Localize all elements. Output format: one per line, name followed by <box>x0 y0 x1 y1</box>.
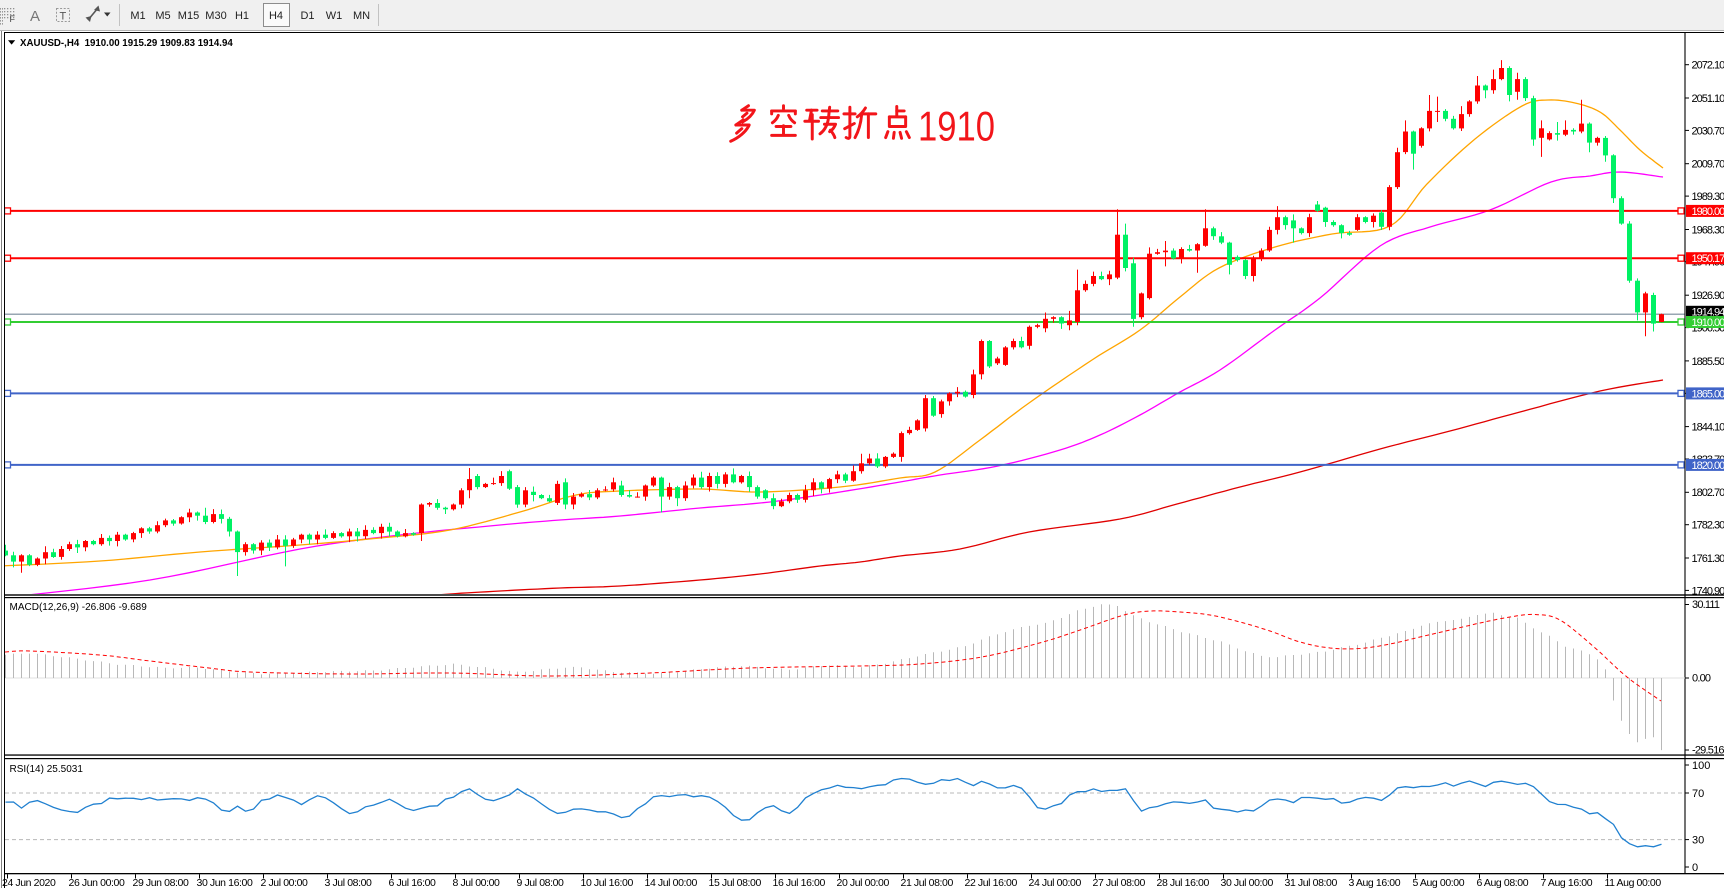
svg-text:28 Jul 16:00: 28 Jul 16:00 <box>1157 877 1210 888</box>
svg-text:H4: H4 <box>269 10 283 22</box>
svg-text:31 Jul 08:00: 31 Jul 08:00 <box>1285 877 1338 888</box>
svg-text:M1: M1 <box>130 10 145 22</box>
svg-text:1844.10: 1844.10 <box>1692 422 1724 434</box>
svg-text:1926.90: 1926.90 <box>1692 290 1724 302</box>
svg-text:3 Jul 08:00: 3 Jul 08:00 <box>325 877 373 888</box>
svg-text:M5: M5 <box>155 10 170 22</box>
svg-text:XAUUSD-,H4 1910.00 1915.29 19: XAUUSD-,H4 1910.00 1915.29 1909.83 1914.… <box>20 38 233 49</box>
svg-text:9 Jul 08:00: 9 Jul 08:00 <box>517 877 565 888</box>
svg-text:15 Jul 08:00: 15 Jul 08:00 <box>709 877 762 888</box>
svg-text:24 Jul 00:00: 24 Jul 00:00 <box>1029 877 1082 888</box>
svg-text:1989.30: 1989.30 <box>1692 191 1724 203</box>
svg-text:1740.90: 1740.90 <box>1692 585 1724 597</box>
svg-text:M30: M30 <box>205 10 226 22</box>
svg-text:1885.50: 1885.50 <box>1692 356 1724 368</box>
svg-text:30: 30 <box>1692 835 1704 847</box>
svg-text:7 Aug 16:00: 7 Aug 16:00 <box>1541 877 1593 888</box>
svg-text:30.111: 30.111 <box>1692 599 1720 611</box>
svg-text:2030.70: 2030.70 <box>1692 125 1724 137</box>
svg-text:29 Jun 08:00: 29 Jun 08:00 <box>133 877 189 888</box>
svg-text:27 Jul 08:00: 27 Jul 08:00 <box>1093 877 1146 888</box>
svg-text:21 Jul 08:00: 21 Jul 08:00 <box>901 877 954 888</box>
svg-text:H1: H1 <box>235 10 249 22</box>
svg-text:W1: W1 <box>326 10 343 22</box>
svg-text:16 Jul 16:00: 16 Jul 16:00 <box>773 877 826 888</box>
svg-text:6 Aug 08:00: 6 Aug 08:00 <box>1477 877 1529 888</box>
svg-text:1950.17: 1950.17 <box>1692 253 1724 265</box>
svg-text:30 Jul 00:00: 30 Jul 00:00 <box>1221 877 1274 888</box>
svg-text:6 Jul 16:00: 6 Jul 16:00 <box>389 877 437 888</box>
svg-text:70: 70 <box>1692 788 1704 800</box>
svg-text:1914.94: 1914.94 <box>1692 307 1724 319</box>
svg-text:10 Jul 16:00: 10 Jul 16:00 <box>581 877 634 888</box>
svg-text:5 Aug 00:00: 5 Aug 00:00 <box>1413 877 1465 888</box>
svg-text:0.00: 0.00 <box>1692 673 1711 685</box>
svg-text:1761.30: 1761.30 <box>1692 553 1724 565</box>
svg-text:MACD(12,26,9) -26.806 -9.689: MACD(12,26,9) -26.806 -9.689 <box>10 602 148 613</box>
svg-text:8 Jul 00:00: 8 Jul 00:00 <box>453 877 501 888</box>
svg-text:M15: M15 <box>178 10 199 22</box>
svg-text:20 Jul 00:00: 20 Jul 00:00 <box>837 877 890 888</box>
svg-text:2072.10: 2072.10 <box>1692 60 1724 72</box>
svg-text:1910: 1910 <box>918 103 995 150</box>
svg-text:2 Jul 00:00: 2 Jul 00:00 <box>261 877 309 888</box>
svg-text:100: 100 <box>1692 760 1710 772</box>
svg-text:RSI(14) 25.5031: RSI(14) 25.5031 <box>10 764 84 775</box>
svg-text:14 Jul 00:00: 14 Jul 00:00 <box>645 877 698 888</box>
svg-text:MN: MN <box>353 10 370 22</box>
svg-text:1802.70: 1802.70 <box>1692 487 1724 499</box>
svg-text:1910.00: 1910.00 <box>1692 317 1724 329</box>
svg-text:-29.516: -29.516 <box>1692 745 1724 757</box>
svg-text:26 Jun 00:00: 26 Jun 00:00 <box>69 877 125 888</box>
svg-text:1865.00: 1865.00 <box>1692 388 1724 400</box>
svg-text:1782.30: 1782.30 <box>1692 520 1724 532</box>
svg-text:3 Aug 16:00: 3 Aug 16:00 <box>1349 877 1401 888</box>
svg-text:F: F <box>10 14 16 24</box>
svg-text:A: A <box>30 8 40 25</box>
svg-text:1968.30: 1968.30 <box>1692 224 1724 236</box>
svg-text:2051.10: 2051.10 <box>1692 93 1724 105</box>
svg-text:24 Jun 2020: 24 Jun 2020 <box>2 877 56 888</box>
svg-text:2009.70: 2009.70 <box>1692 159 1724 171</box>
svg-text:22 Jul 16:00: 22 Jul 16:00 <box>965 877 1018 888</box>
svg-text:T: T <box>60 11 67 23</box>
svg-text:30 Jun 16:00: 30 Jun 16:00 <box>197 877 253 888</box>
svg-text:11 Aug 00:00: 11 Aug 00:00 <box>1605 877 1662 888</box>
svg-text:1980.00: 1980.00 <box>1692 206 1724 218</box>
svg-text:0: 0 <box>1692 862 1698 874</box>
svg-text:D1: D1 <box>300 10 314 22</box>
svg-text:1820.00: 1820.00 <box>1692 460 1724 472</box>
